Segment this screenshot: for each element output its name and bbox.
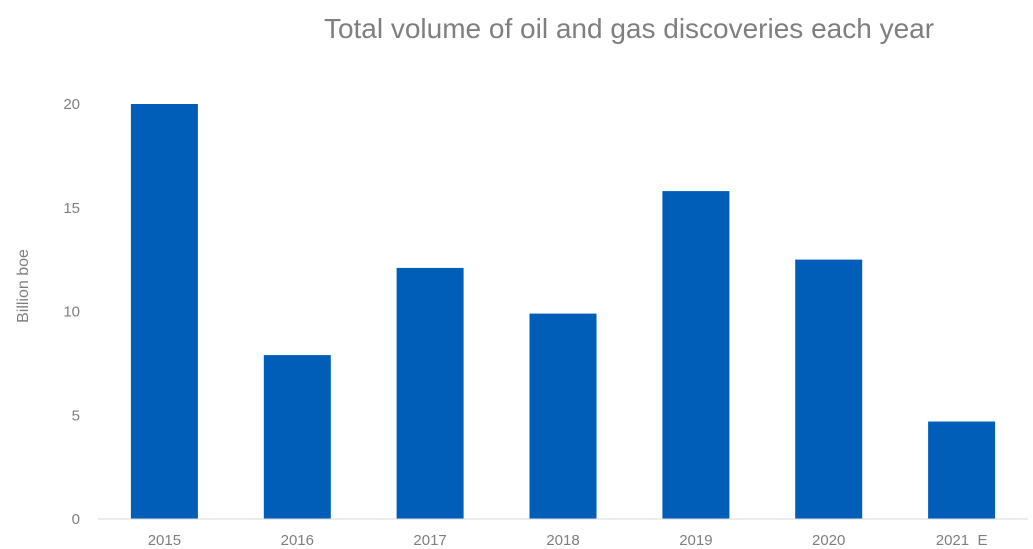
y-tick-label: 0 — [72, 511, 80, 528]
x-tick-label: 2015 — [148, 532, 181, 549]
y-tick-label: 20 — [63, 96, 80, 113]
bar-2020 — [795, 259, 863, 519]
bar-2017 — [396, 267, 464, 519]
bar-2018 — [529, 313, 597, 519]
x-tick-label: 2017 — [413, 532, 446, 549]
y-axis-title-group: Billion boe — [15, 249, 32, 323]
bar-2021-E — [928, 421, 996, 519]
y-tick-label: 10 — [63, 304, 80, 321]
chart-title: Total volume of oil and gas discoveries … — [323, 13, 935, 44]
bar-2019 — [662, 191, 730, 519]
bar-2015 — [130, 104, 198, 519]
x-tick-labels: 2015 2016 2017 2018 2019 2020 2021 E — [148, 532, 988, 549]
x-tick-label: 2019 — [679, 532, 712, 549]
y-tick-label: 15 — [63, 200, 80, 217]
x-tick-label: 2021 E — [936, 532, 988, 549]
x-tick-label: 2016 — [281, 532, 314, 549]
y-axis-title: Billion boe — [15, 249, 32, 323]
y-tick-labels: 0 5 10 15 20 — [63, 96, 80, 528]
bars — [130, 104, 996, 519]
x-tick-label: 2018 — [546, 532, 579, 549]
bar-2016 — [263, 355, 331, 519]
y-tick-label: 5 — [72, 407, 80, 424]
x-tick-label: 2020 — [812, 532, 845, 549]
